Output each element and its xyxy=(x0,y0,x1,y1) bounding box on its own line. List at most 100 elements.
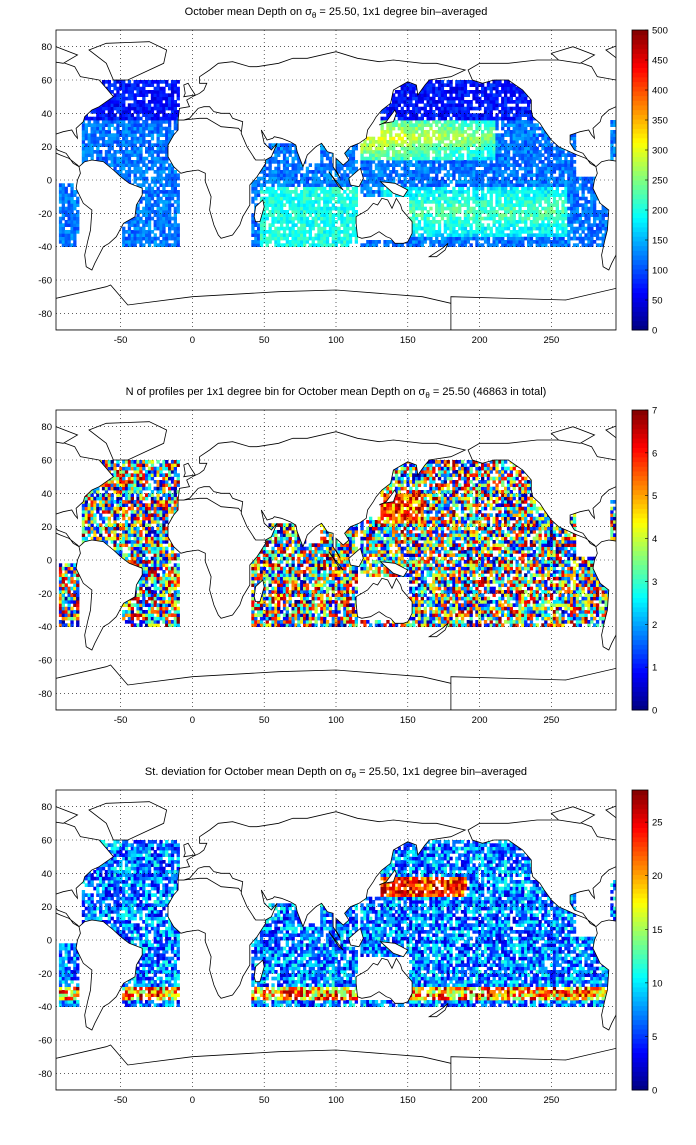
data-cell xyxy=(524,166,528,171)
data-cell xyxy=(170,80,175,84)
data-cell xyxy=(417,176,422,181)
data-cell xyxy=(518,183,522,187)
data-cell xyxy=(392,153,396,157)
data-cell xyxy=(495,93,499,97)
data-cell xyxy=(527,100,531,104)
data-cell xyxy=(452,200,456,204)
data-cell xyxy=(323,230,327,234)
data-cell xyxy=(446,90,450,94)
data-cell xyxy=(280,170,284,174)
data-cell xyxy=(432,110,436,114)
data-cell xyxy=(515,103,519,107)
data-cell xyxy=(168,220,172,224)
data-cell xyxy=(294,240,298,244)
data-cell xyxy=(415,173,419,177)
data-cell xyxy=(340,210,344,214)
data-cell xyxy=(455,160,459,164)
data-cell xyxy=(274,166,278,171)
data-cell xyxy=(348,150,353,154)
data-cell xyxy=(113,120,117,124)
data-cell xyxy=(472,206,476,211)
data-cell xyxy=(547,136,551,141)
data-cell xyxy=(406,110,410,114)
data-cell xyxy=(552,223,557,227)
data-cell xyxy=(567,190,571,194)
data-cell xyxy=(403,170,407,174)
data-cell xyxy=(369,153,373,157)
data-cell xyxy=(492,173,496,177)
data-cell xyxy=(325,163,330,167)
data-cell xyxy=(61,193,65,197)
data-cell xyxy=(380,163,384,167)
data-cell xyxy=(130,106,134,111)
data-cell xyxy=(469,120,473,124)
data-cell xyxy=(291,196,295,201)
data-cell xyxy=(73,236,77,241)
data-cell xyxy=(308,223,312,227)
data-cell xyxy=(460,100,465,104)
data-cell xyxy=(512,216,516,221)
data-cell xyxy=(124,126,129,131)
data-cell xyxy=(564,216,568,221)
data-cell xyxy=(544,143,548,147)
data-cell xyxy=(521,216,525,221)
data-cell xyxy=(288,243,292,247)
data-cell xyxy=(380,150,384,154)
data-cell xyxy=(314,200,318,204)
data-cell xyxy=(170,113,175,117)
data-cell xyxy=(412,116,416,121)
data-cell xyxy=(363,150,367,154)
data-cell xyxy=(449,123,453,127)
data-cell xyxy=(455,133,459,137)
data-cell xyxy=(156,130,160,134)
data-cell xyxy=(73,193,77,197)
data-cell xyxy=(412,86,416,91)
data-cell xyxy=(104,156,109,161)
data-cell xyxy=(492,123,496,127)
data-cell xyxy=(314,196,318,201)
data-cell xyxy=(558,210,562,214)
data-cell xyxy=(371,193,376,197)
data-cell xyxy=(389,190,393,194)
data-cell xyxy=(107,110,111,114)
data-cell xyxy=(420,113,424,117)
data-cell xyxy=(320,220,324,224)
data-cell xyxy=(297,166,301,171)
data-cell xyxy=(417,213,422,217)
data-cell xyxy=(325,193,330,197)
data-cell xyxy=(159,133,163,137)
data-cell xyxy=(311,200,315,204)
data-cell xyxy=(532,123,536,127)
data-cell xyxy=(165,180,169,184)
data-cell xyxy=(443,206,447,211)
data-cell xyxy=(159,150,163,154)
data-cell xyxy=(124,90,129,94)
data-cell xyxy=(122,93,126,97)
data-cell xyxy=(133,236,137,241)
data-cell xyxy=(346,166,350,171)
data-cell xyxy=(486,210,491,214)
data-cell xyxy=(432,93,436,97)
data-cell xyxy=(512,220,516,224)
data-cell xyxy=(104,130,109,134)
data-cell xyxy=(481,190,485,194)
data-cell xyxy=(156,123,160,127)
data-cell xyxy=(142,140,146,144)
data-cell xyxy=(110,116,114,121)
data-cell xyxy=(142,106,146,111)
data-cell xyxy=(495,153,499,157)
data-cell xyxy=(139,176,143,181)
data-cell xyxy=(363,156,367,161)
data-cell xyxy=(432,200,436,204)
data-cell xyxy=(564,153,568,157)
data-cell xyxy=(394,150,399,154)
data-cell xyxy=(142,80,146,84)
data-cell xyxy=(498,143,502,147)
data-cell xyxy=(147,186,152,191)
data-cell xyxy=(409,216,413,221)
data-cell xyxy=(389,193,393,197)
data-cell xyxy=(501,190,505,194)
data-cell xyxy=(572,160,577,164)
data-cell xyxy=(153,156,157,161)
data-cell xyxy=(495,196,499,201)
